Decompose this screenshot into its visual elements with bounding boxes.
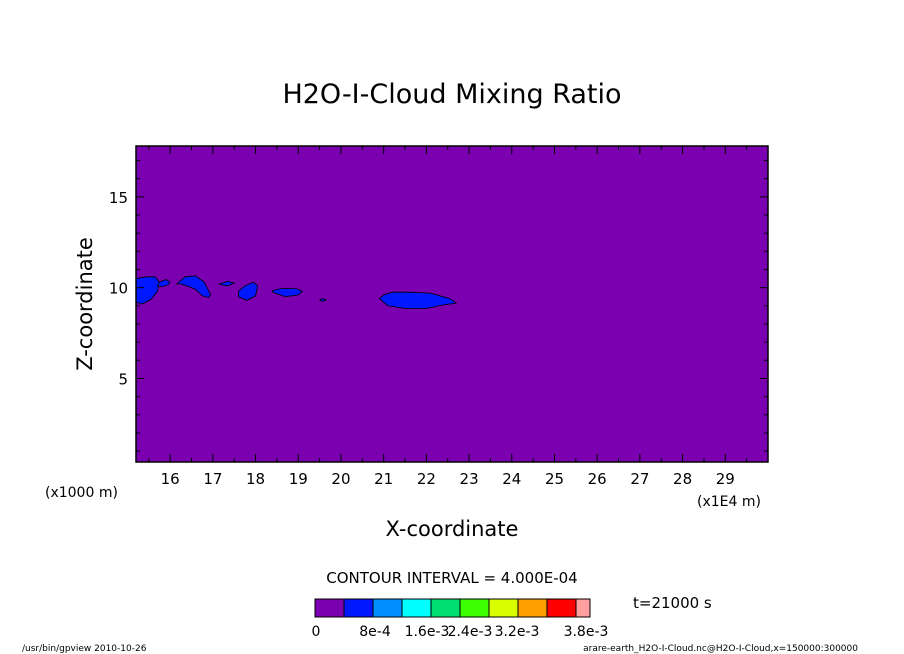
colorbar-swatch-5: [430, 598, 461, 618]
x-tick-label: 27: [630, 470, 649, 488]
colorbar: [314, 598, 591, 618]
contour-interval-text: CONTOUR INTERVAL = 4.000E-04: [326, 569, 577, 587]
colorbar-labels: 0 8e-4 1.6e-32.4e-3 3.2e-3 3.8e-3: [312, 624, 609, 640]
x-tick-label: 23: [460, 470, 479, 488]
cloud-region-8: [378, 291, 458, 309]
y-tick-label: 10: [109, 280, 128, 298]
y-tick-label: 15: [109, 189, 128, 207]
y-axis-label: Z-coordinate: [73, 237, 97, 371]
x-tick-label: 25: [545, 470, 564, 488]
x-tick-label: 22: [417, 470, 436, 488]
x-tick-label: 28: [673, 470, 692, 488]
x-axis-label: X-coordinate: [386, 517, 519, 541]
x-axis-ticks: 16 17 18 19 20 21 22 23 24 25 26 27 28 29: [148, 146, 748, 488]
cloud-region-5: [238, 281, 259, 301]
cloud-region-4: [218, 280, 236, 287]
colorbar-label: 2.4e-3: [448, 624, 493, 640]
colorbar-swatch-2: [343, 598, 374, 618]
x-unit-label: (x1E4 m): [697, 494, 761, 510]
colorbar-swatch-4: [401, 598, 432, 618]
x-tick-label: 24: [502, 470, 521, 488]
cloud-region-7: [318, 298, 327, 302]
colorbar-swatch-10: [575, 598, 591, 618]
footer-right: arare-earth_H2O-I-Cloud.nc@H2O-I-Cloud,x…: [583, 644, 858, 654]
colorbar-swatch-9: [546, 598, 577, 618]
colorbar-label: 8e-4: [359, 624, 391, 640]
colorbar-swatch-6: [459, 598, 490, 618]
x-tick-label: 18: [246, 470, 265, 488]
colorbar-label: 1.6e-3: [405, 624, 450, 640]
x-tick-label: 17: [203, 470, 222, 488]
y-unit-label: (x1000 m): [45, 485, 118, 501]
x-tick-label: 19: [289, 470, 308, 488]
plot-frame: [135, 145, 769, 463]
colorbar-swatch-1: [314, 598, 345, 618]
colorbar-label: 3.2e-3: [495, 624, 540, 640]
cloud-region-3: [175, 275, 212, 299]
x-tick-label: 16: [161, 470, 180, 488]
y-axis-ticks: 5 10 15: [109, 160, 768, 452]
colorbar-label: 3.8e-3: [564, 624, 609, 640]
footer-left: /usr/bin/gpview 2010-10-26: [22, 644, 147, 654]
colorbar-label: 0: [312, 624, 321, 640]
chart-title: H2O-I-Cloud Mixing Ratio: [282, 79, 621, 110]
colorbar-swatch-7: [488, 598, 519, 618]
cloud-contours: [135, 275, 458, 309]
time-label: t=21000 s: [633, 594, 712, 612]
colorbar-swatch-8: [517, 598, 548, 618]
cloud-region-2: [156, 279, 171, 288]
y-tick-label: 5: [118, 370, 128, 388]
x-tick-label: 21: [374, 470, 393, 488]
x-tick-label: 29: [716, 470, 735, 488]
x-tick-label: 20: [331, 470, 350, 488]
cloud-region-6: [272, 288, 304, 298]
x-tick-label: 26: [588, 470, 607, 488]
colorbar-swatch-3: [372, 598, 403, 618]
